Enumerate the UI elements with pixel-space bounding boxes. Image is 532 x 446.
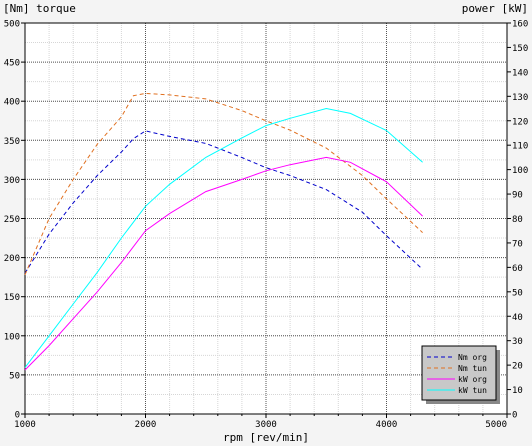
legend: Nm org Nm tun kW org kW tun (421, 345, 500, 404)
x-tick-label: 5000 (485, 420, 507, 430)
x-axis-ticks: 1000 2000 3000 4000 5000 (14, 414, 508, 430)
left-tick-label: 200 (4, 254, 20, 264)
x-axis-label: rpm [rev/min] (222, 431, 310, 444)
right-tick-label: 10 (512, 386, 523, 396)
left-tick-label: 450 (4, 59, 20, 69)
right-tick-label: 30 (512, 337, 523, 347)
legend-label: kW org (458, 375, 487, 384)
legend-box (421, 345, 497, 401)
series-line-nm-org (24, 130, 423, 274)
right-tick-label: 110 (512, 142, 528, 152)
left-tick-label: 100 (4, 332, 20, 342)
right-tick-label: 80 (512, 215, 523, 225)
left-tick-label: 50 (9, 371, 20, 381)
right-tick-label: 130 (512, 93, 528, 103)
legend-label: kW tun (458, 386, 487, 395)
left-tick-label: 0 (15, 411, 20, 421)
left-tick-label: 150 (4, 293, 20, 303)
right-tick-label: 90 (512, 191, 523, 201)
right-tick-label: 150 (512, 44, 528, 54)
left-tick-label: 350 (4, 137, 20, 147)
series-line-nm-tun (24, 92, 423, 275)
right-axis-ticks: 0 10 20 30 40 50 60 70 80 90 100 110 120 130 140 150 160 (507, 20, 528, 421)
left-tick-label: 400 (4, 98, 20, 108)
right-tick-label: 100 (512, 166, 528, 176)
left-tick-label: 500 (4, 20, 20, 30)
left-axis-title: [Nm] torque (3, 2, 76, 15)
right-tick-label: 40 (512, 313, 523, 323)
legend-label: Nm org (458, 353, 487, 362)
right-tick-label: 50 (512, 288, 523, 298)
legend-label: Nm tun (458, 364, 487, 373)
right-tick-label: 60 (512, 264, 523, 274)
x-tick-label: 1000 (14, 420, 36, 430)
left-tick-label: 250 (4, 215, 20, 225)
left-tick-label: 300 (4, 176, 20, 186)
right-axis-title: power [kW] (461, 2, 528, 15)
right-tick-label: 20 (512, 362, 523, 372)
x-tick-label: 2000 (135, 420, 157, 430)
series-lines (24, 92, 423, 371)
right-tick-label: 120 (512, 117, 528, 127)
left-axis-ticks: 0 50 100 150 200 250 300 350 400 450 500 (4, 20, 25, 421)
x-tick-label: 3000 (255, 420, 277, 430)
right-tick-label: 160 (512, 20, 528, 30)
right-tick-label: 140 (512, 68, 528, 78)
x-tick-label: 4000 (376, 420, 398, 430)
series-line-kw-org (24, 156, 423, 371)
series-line-kw-tun (24, 107, 423, 368)
right-tick-label: 0 (512, 411, 517, 421)
right-tick-label: 70 (512, 239, 523, 249)
